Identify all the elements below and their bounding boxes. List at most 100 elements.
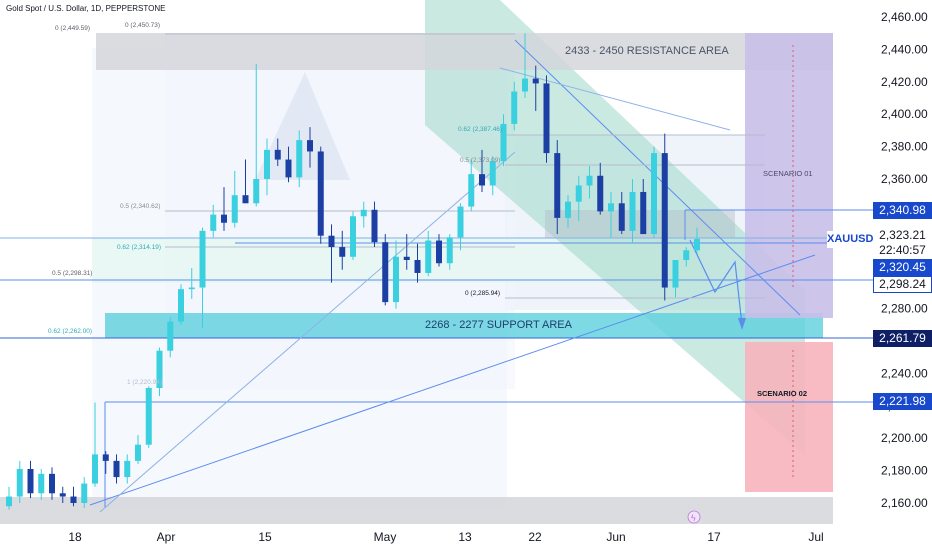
projection-path [689, 239, 743, 326]
candle-body [253, 179, 260, 204]
candle-body [500, 123, 507, 162]
fib-label-0-b: 0 (2,450.73) [125, 22, 160, 29]
candle-body [70, 496, 77, 503]
candle-body [339, 247, 346, 257]
candle-body [317, 151, 324, 236]
candle [651, 146, 657, 238]
candle [608, 191, 614, 238]
candle-body [382, 242, 389, 303]
candle [210, 204, 217, 238]
chart-title: Gold Spot / U.S. Dollar, 1D, PEPPERSTONE [6, 4, 166, 13]
candle-body [167, 321, 174, 351]
candle [414, 243, 421, 283]
candle [253, 63, 260, 207]
candle-body [350, 216, 356, 257]
candle-body [92, 454, 98, 484]
candle [661, 133, 668, 301]
candle-body [661, 153, 668, 288]
candle [382, 234, 389, 306]
annotation-layer: 2433 - 2450 RESISTANCE AREA 2268 - 2277 … [425, 45, 813, 398]
time-tick-label: 15 [258, 530, 272, 544]
descending-channel [425, 0, 805, 455]
candle [6, 486, 12, 510]
price-tick-label: 2,460.00 [881, 10, 928, 24]
candle [489, 156, 496, 196]
fib-label-1: 1 (2,220.94) [127, 379, 162, 386]
fib-label-062-right: 0.62 (2,387.46) [458, 126, 502, 133]
lightning-icon[interactable]: ϟ [687, 510, 701, 524]
price-tick-label: 2,380.00 [881, 140, 928, 154]
candle-body [522, 78, 528, 92]
candle [113, 454, 120, 484]
price-tick-label: 2,420.00 [881, 75, 928, 89]
candle [532, 65, 539, 111]
candle-body [479, 174, 485, 186]
candle-body [608, 203, 614, 212]
candle [27, 460, 34, 499]
fib-label-062-left: 0.62 (2,314.19) [117, 244, 161, 251]
candle [360, 201, 367, 228]
time-tick-label: Jun [606, 530, 625, 544]
candle [468, 159, 475, 212]
candle-body [16, 468, 23, 497]
candle-body [672, 260, 679, 288]
candle [70, 486, 77, 507]
scenario-01-label: SCENARIO 01 [763, 169, 813, 178]
candle-body [145, 387, 152, 445]
trend-line-1 [89, 254, 816, 506]
time-tick-label: 13 [458, 530, 472, 544]
candle-body [543, 83, 550, 154]
candle-body [285, 159, 292, 178]
price-tick-label: 2,160.00 [881, 496, 928, 510]
candle [371, 201, 378, 248]
time-tick-label: May [374, 530, 397, 544]
candle [500, 114, 507, 167]
fib-label-05-low: 0.5 (2,298.31) [52, 270, 92, 277]
candle [393, 240, 399, 309]
scenario-02-label: SCENARIO 02 [757, 389, 807, 398]
candle-body [221, 214, 227, 223]
svg-text:ϟ: ϟ [691, 513, 696, 523]
candle [124, 454, 131, 484]
countdown-timer: 22:40:57 [873, 243, 932, 258]
candle [683, 247, 690, 267]
candle [199, 227, 206, 329]
price-tick-label: 2,200.00 [881, 431, 928, 445]
candle [586, 166, 593, 199]
candle [16, 460, 23, 503]
candle [274, 138, 281, 167]
ticker-label: XAUUSD [827, 231, 873, 248]
trend-line-4 [499, 67, 731, 131]
candle-body [113, 460, 120, 478]
candle-body [371, 209, 378, 243]
candle [350, 211, 356, 260]
candle [511, 81, 518, 131]
price-box-2298: 2,298.24 [873, 276, 932, 293]
candle-body [532, 78, 539, 84]
candle-body [403, 256, 410, 260]
candle-body [242, 195, 249, 204]
price-tick-label: 2,360.00 [881, 172, 928, 186]
candle-body [414, 260, 421, 273]
price-box-prev-close: 2,320.45 [873, 259, 932, 276]
candle [339, 230, 346, 270]
price-tick-label: 2,280.00 [881, 302, 928, 316]
time-axis: 18 Apr 15 May 13 22 Jun 17 Jul [68, 530, 823, 544]
candle-body [446, 237, 453, 264]
candle-body [597, 175, 604, 212]
candle [102, 451, 109, 474]
candle [575, 175, 582, 222]
candle-body [296, 140, 303, 178]
candle-body [683, 250, 690, 260]
candle-body [156, 350, 163, 388]
candle-body [81, 483, 88, 503]
candle-body [178, 289, 184, 322]
candle [672, 260, 679, 298]
candle [479, 149, 485, 192]
candle-body [565, 201, 571, 218]
time-tick-label: 22 [528, 530, 542, 544]
candle [522, 33, 528, 98]
fib-label-062-low: 0.62 (2,262.00) [48, 328, 92, 335]
scenario-up-zone [745, 33, 833, 318]
